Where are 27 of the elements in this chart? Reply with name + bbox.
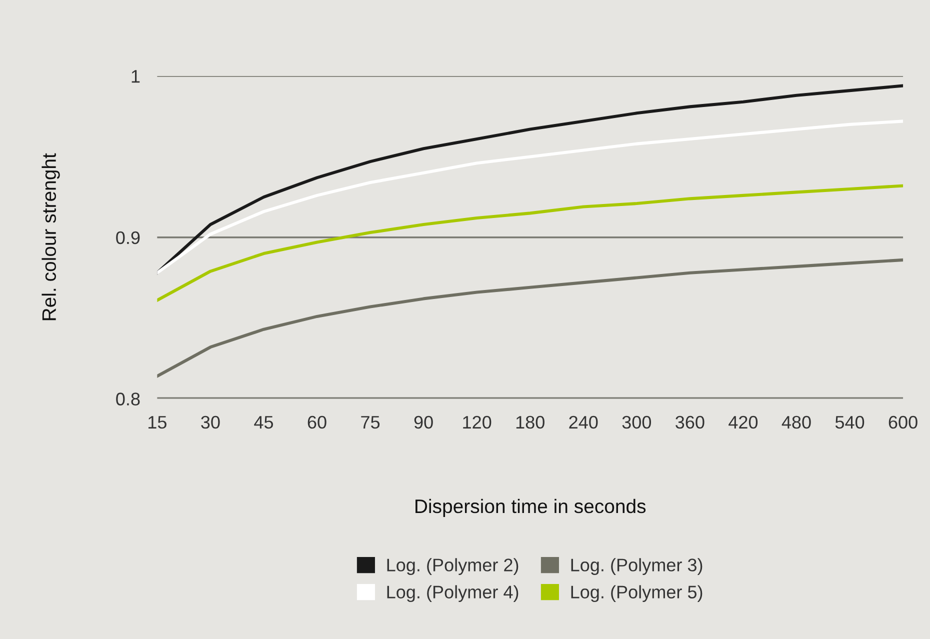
x-tick-label: 75 (361, 416, 380, 429)
x-tick-label: 240 (569, 416, 598, 429)
legend-label: Log. (Polymer 2) (387, 558, 518, 575)
x-tick-label: 480 (782, 416, 811, 429)
legend-label: Log. (Polymer 5) (571, 585, 702, 602)
x-tick-label: 600 (888, 416, 918, 429)
x-tick-label: 420 (728, 416, 758, 429)
line-series (157, 120, 904, 274)
x-axis-title: Dispersion time in seconds (416, 498, 646, 518)
x-tick-label: 120 (463, 416, 492, 429)
y-tick-label: 0.8 (116, 392, 140, 406)
line-series (157, 184, 904, 302)
legend-label: Log. (Polymer 4) (387, 585, 518, 602)
x-tick-label: 180 (516, 416, 544, 429)
x-tick-label: 30 (201, 416, 220, 429)
y-axis-title: Rel. colour strenght (42, 153, 60, 320)
x-tick-label: 15 (148, 416, 166, 429)
x-tick-label: 45 (254, 416, 274, 429)
x-tick-label: 90 (414, 416, 433, 429)
line-series (157, 258, 904, 378)
y-tick-label: 1 (132, 70, 140, 83)
y-tick-label: 0.9 (116, 231, 140, 244)
x-tick-label: 300 (622, 416, 652, 429)
x-tick-label: 60 (308, 416, 326, 429)
x-tick-label: 360 (676, 416, 704, 429)
x-tick-label: 540 (835, 416, 864, 429)
legend-label: Log. (Polymer 3) (571, 558, 702, 575)
